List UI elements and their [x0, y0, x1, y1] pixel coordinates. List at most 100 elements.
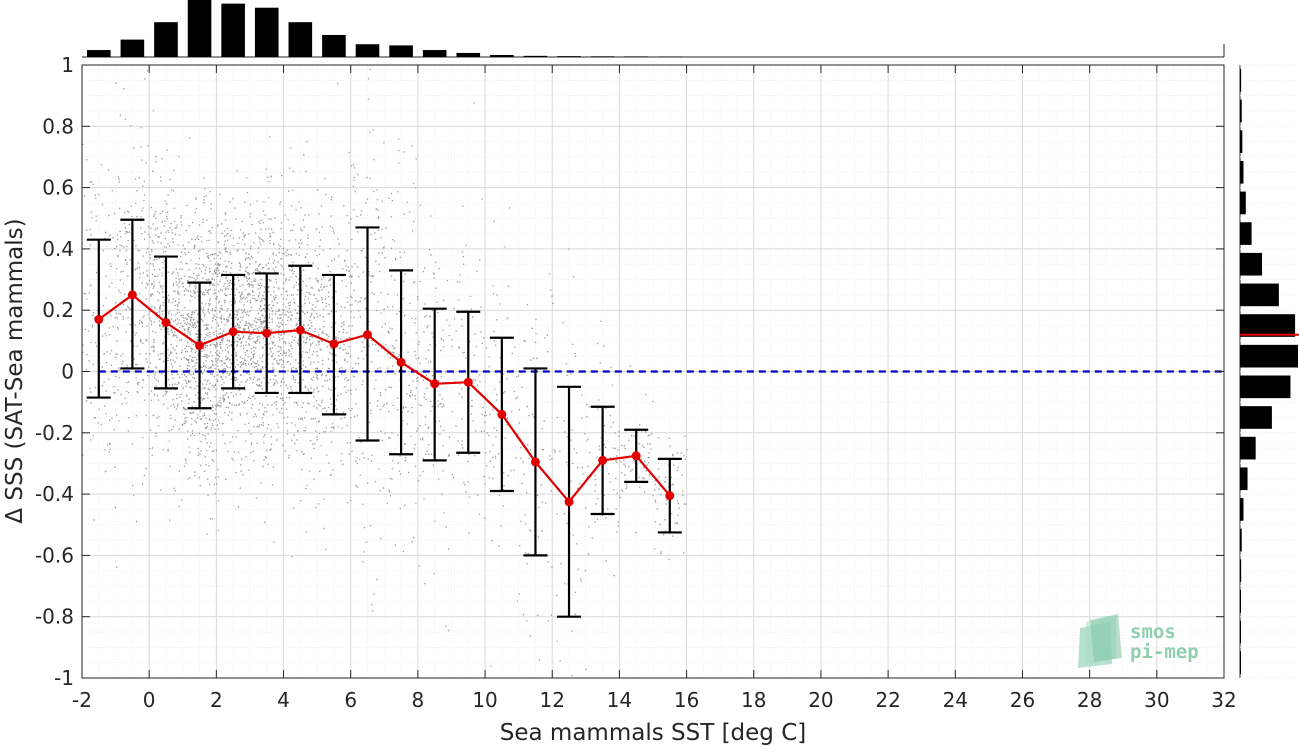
mean-point	[94, 314, 104, 324]
y-histogram-bar	[1240, 69, 1242, 92]
mean-point	[530, 457, 540, 467]
x-tick-label: 28	[1077, 688, 1102, 712]
y-tick-label: 0.8	[42, 114, 74, 138]
x-tick-label: 2	[210, 688, 223, 712]
y-histogram-bar	[1240, 651, 1241, 674]
y-tick-label: -0.6	[35, 543, 74, 567]
mean-point	[598, 455, 608, 465]
x-tick-labels: -2 0 2 4 6 8 10 12 14 16 18 20 22 24 26 28 30 32	[72, 688, 1237, 712]
x-histogram-bar	[154, 22, 178, 57]
y-tick-label: -0.8	[35, 605, 74, 629]
y-histogram-bar	[1240, 528, 1242, 552]
x-histogram-bar	[456, 52, 481, 57]
x-tick-label: 30	[1144, 688, 1169, 712]
x-histogram-bar	[523, 55, 548, 57]
logo-mark-front	[1090, 614, 1122, 662]
smos-pi-mep-logo: smos pi-mep	[1078, 614, 1199, 668]
y-histogram-bar	[1240, 436, 1256, 460]
mean-point	[329, 339, 339, 349]
mean-point	[195, 340, 205, 350]
mean-point	[295, 325, 305, 335]
main-plot-area: smos pi-mep	[81, 64, 1225, 679]
x-tick-label: 32	[1211, 688, 1236, 712]
mean-point	[228, 327, 238, 337]
x-histogram-bar	[288, 22, 313, 57]
y-tick-label: 0.4	[42, 237, 74, 261]
mean-point	[497, 409, 507, 419]
mean-point	[463, 377, 473, 387]
x-histogram-bar	[254, 7, 279, 57]
y-histogram-bar	[1240, 406, 1272, 429]
y-histogram-bar	[1240, 620, 1241, 644]
mean-polyline	[98, 293, 671, 504]
x-tick-label: 24	[943, 688, 968, 712]
axis-ticks	[81, 64, 1225, 679]
y-tick-label: 1	[61, 53, 74, 77]
y-axis-title: Δ SSS (SAT-Sea mammals)	[2, 218, 28, 523]
logo-line-2: pi-mep	[1130, 641, 1199, 663]
x-tick-label: 22	[875, 688, 900, 712]
binned-mean-line	[94, 290, 675, 507]
mean-point	[430, 379, 440, 389]
x-tick-label: 8	[412, 688, 425, 712]
x-tick-label: 16	[674, 688, 699, 712]
x-histogram-bar	[557, 56, 581, 57]
mean-point	[665, 491, 675, 501]
x-histogram-bar	[590, 56, 615, 57]
mean-point	[631, 451, 641, 461]
y-histogram-bar	[1240, 559, 1242, 583]
scatter-cloud	[82, 68, 688, 677]
y-histogram	[1239, 64, 1299, 679]
x-histogram-bar	[187, 0, 212, 57]
x-histogram-bar	[322, 34, 346, 57]
x-tick-label: 14	[607, 688, 632, 712]
x-histogram-bar	[422, 50, 447, 57]
y-histogram-bar	[1240, 252, 1263, 276]
x-tick-label: 10	[472, 688, 497, 712]
mean-point	[127, 290, 137, 300]
y-histogram-bar	[1240, 467, 1248, 491]
x-histogram-bar	[490, 54, 514, 57]
x-histogram-bar	[120, 39, 145, 57]
y-histogram-bar	[1240, 590, 1241, 613]
mean-point	[262, 328, 272, 338]
y-tick-label: 0.6	[42, 176, 74, 200]
scatter-points	[82, 68, 688, 677]
x-histogram-bar	[355, 44, 380, 57]
x-tick-label: 20	[808, 688, 833, 712]
x-tick-label: 26	[1010, 688, 1035, 712]
mean-point	[161, 317, 171, 327]
x-tick-label: 0	[143, 688, 156, 712]
x-histogram-bar	[624, 56, 648, 57]
x-tick-label: 12	[540, 688, 565, 712]
x-histogram-bar	[87, 50, 111, 57]
x-histogram-bar	[389, 45, 413, 57]
y-histogram-bar	[1240, 222, 1252, 245]
y-tick-label: -0.2	[35, 421, 74, 445]
mean-point	[363, 330, 372, 340]
y-tick-labels: -1 -0.8 -0.6 -0.4 -0.2 0 0.2 0.4 0.6 0.8 1	[35, 53, 74, 690]
y-tick-label: -0.4	[35, 482, 74, 506]
y-histogram-bar	[1240, 498, 1244, 521]
y-tick-label: 0.2	[42, 298, 74, 322]
x-tick-label: 18	[741, 688, 766, 712]
mean-point	[564, 497, 574, 507]
x-tick-label: -2	[72, 688, 92, 712]
y-tick-label: 0	[61, 360, 74, 384]
mean-point	[396, 357, 406, 367]
y-histogram-bar	[1240, 99, 1242, 123]
x-axis-title: Sea mammals SST [deg C]	[500, 720, 806, 746]
y-histogram-bar	[1240, 130, 1243, 153]
y-tick-label: -1	[54, 666, 74, 690]
y-histogram-bar	[1240, 160, 1244, 184]
y-histogram-bar	[1240, 191, 1246, 215]
y-histogram-bar	[1240, 283, 1279, 307]
logo-line-1: smos	[1130, 621, 1176, 643]
x-histogram	[82, 0, 1225, 58]
y-histogram-bar	[1240, 375, 1291, 399]
x-tick-label: 6	[344, 688, 357, 712]
y-histogram-bar	[1240, 314, 1296, 337]
x-tick-label: 4	[277, 688, 290, 712]
x-histogram-bar	[221, 3, 245, 58]
